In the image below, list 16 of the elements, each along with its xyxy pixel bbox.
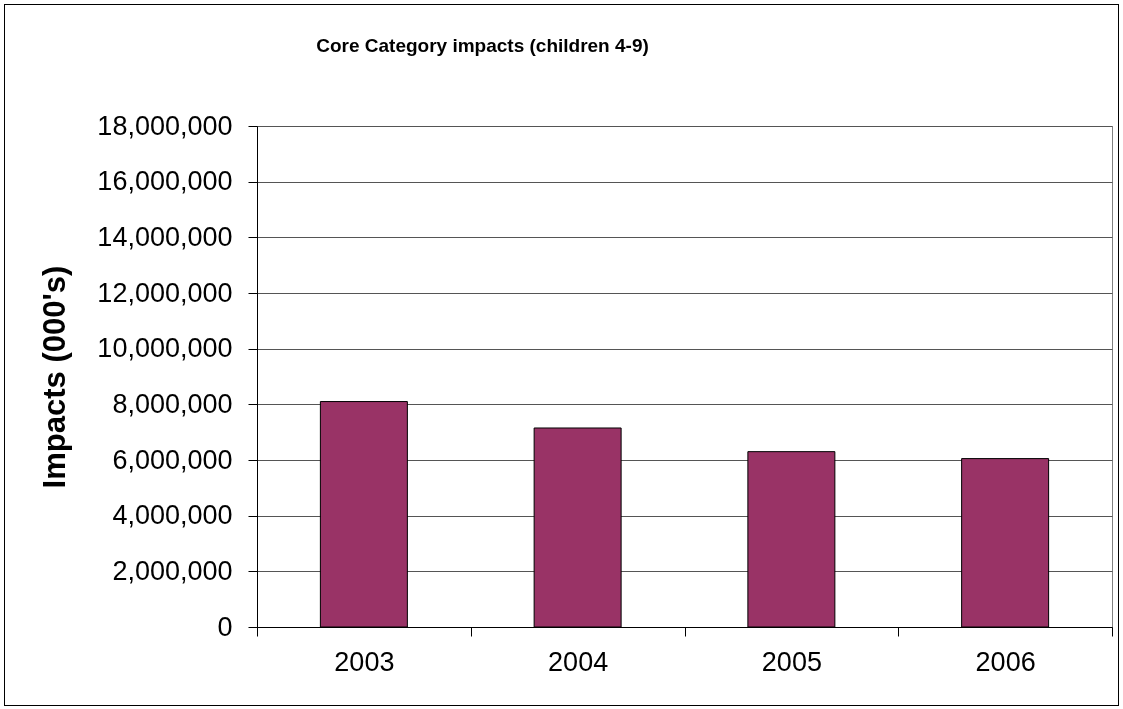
y-tick-label: 6,000,000 bbox=[112, 444, 233, 475]
y-tick-label: 8,000,000 bbox=[112, 388, 233, 419]
x-tick-label: 2004 bbox=[548, 646, 609, 677]
y-tick-label: 16,000,000 bbox=[97, 166, 233, 197]
y-tick-label: 10,000,000 bbox=[97, 333, 233, 364]
y-tick-label: 0 bbox=[217, 611, 233, 642]
x-tick-label: 2006 bbox=[975, 646, 1036, 677]
x-tick-label: 2005 bbox=[761, 646, 822, 677]
y-axis-title: Impacts (000's) bbox=[37, 265, 73, 489]
y-tick-label: 2,000,000 bbox=[112, 555, 233, 586]
y-tick-label: 18,000,000 bbox=[97, 110, 233, 141]
y-tick-label: 12,000,000 bbox=[97, 277, 233, 308]
y-tick-label: 14,000,000 bbox=[97, 221, 233, 252]
y-tick-label: 4,000,000 bbox=[112, 500, 233, 531]
chart-title: Core Category impacts (children 4-9) bbox=[316, 35, 649, 56]
x-tick-label: 2003 bbox=[334, 646, 395, 677]
